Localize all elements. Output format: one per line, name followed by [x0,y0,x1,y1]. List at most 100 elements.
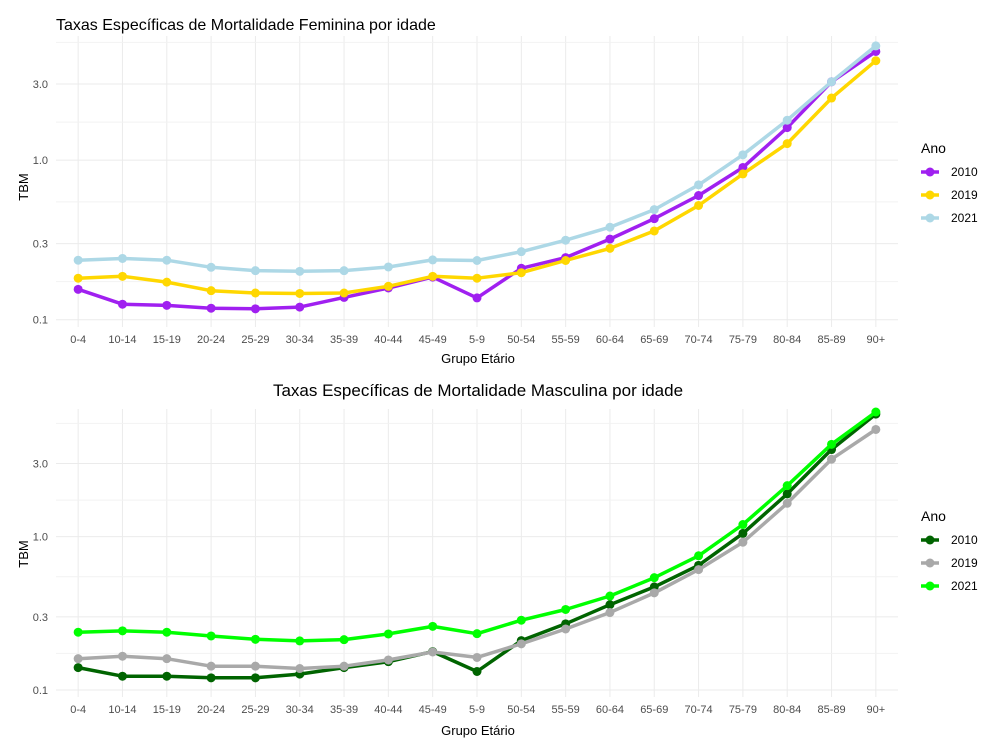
data-point [871,407,881,417]
x-tick-label: 55-59 [552,704,580,716]
legend-label: 2019 [951,188,978,202]
legend: Ano 2010 2019 2021 [921,508,978,593]
y-tick-label: 1.0 [33,155,48,167]
data-point [605,591,615,601]
legend-label: 2021 [951,579,978,593]
x-tick-label: 0-4 [70,334,86,346]
series-2021 [73,407,881,646]
series-lines [73,407,881,683]
legend-key-point [925,167,935,177]
data-point [694,551,704,561]
series-2019 [73,424,881,674]
data-point [206,673,216,683]
y-tick-labels: 0.1 0.3 1.0 3.0 [33,79,48,327]
legend: Ano 2010 2019 2021 [921,140,978,225]
data-point [738,169,748,179]
data-point [383,655,393,665]
data-point [605,243,615,253]
x-tick-label: 20-24 [197,334,225,346]
series-lines [73,41,881,314]
data-point [871,424,881,434]
x-tick-label: 40-44 [374,334,402,346]
data-point [694,565,704,575]
x-tick-label: 20-24 [197,704,225,716]
data-point [206,631,216,641]
data-point [295,266,305,276]
data-point [162,627,172,637]
data-point [383,281,393,291]
data-point [472,629,482,639]
data-point [428,271,438,281]
x-tick-labels: 0-4 10-14 15-19 20-24 25-29 30-34 35-39 40-44 45… [70,334,885,346]
legend-items: 2010 2019 2021 [921,165,978,225]
x-tick-label: 30-34 [286,334,314,346]
chart-title: Taxas Específicas de Mortalidade Feminin… [56,17,436,34]
x-tick-label: 40-44 [374,704,402,716]
data-point [295,636,305,646]
y-axis-label: TBM [16,540,31,567]
legend-title: Ano [921,508,946,524]
legend-key-point [925,558,935,568]
legend-label: 2010 [951,533,978,547]
data-point [782,139,792,149]
data-point [827,439,837,449]
data-point [73,663,83,673]
data-point [339,266,349,276]
data-point [782,498,792,508]
legend-item-2021: 2021 [921,579,978,593]
data-point [738,528,748,538]
data-point [250,266,260,276]
data-point [162,671,172,681]
x-tick-label: 10-14 [108,704,136,716]
data-point [649,205,659,215]
data-point [250,634,260,644]
y-tick-label: 0.1 [33,685,48,697]
data-point [472,293,482,303]
data-point [827,454,837,464]
y-tick-label: 0.3 [33,239,48,251]
x-tick-label: 90+ [867,704,886,716]
chart-title: Taxas Específicas de Mortalidade Masculi… [273,381,683,400]
x-tick-label: 5-9 [469,334,485,346]
male-mortality-chart: 0.1 0.3 1.0 3.0 0-4 10-14 15-19 20-24 25-29 30-3… [16,381,978,738]
data-point [117,626,127,636]
x-tick-label: 70-74 [685,334,713,346]
x-tick-label: 75-79 [729,704,757,716]
data-point [339,661,349,671]
data-point [561,624,571,634]
data-point [73,627,83,637]
legend-key-point [925,535,935,545]
data-point [871,56,881,66]
data-point [162,654,172,664]
legend-key-point [925,190,935,200]
data-point [472,273,482,283]
data-point [73,273,83,283]
data-point [339,635,349,645]
data-point [206,286,216,296]
data-point [871,41,881,51]
legend-label: 2019 [951,556,978,570]
data-point [428,255,438,265]
data-point [117,651,127,661]
y-tick-label: 0.1 [33,315,48,327]
legend-key-point [925,213,935,223]
data-point [516,639,526,649]
x-tick-label: 5-9 [469,704,485,716]
data-point [738,520,748,530]
y-tick-label: 3.0 [33,458,48,470]
data-point [117,271,127,281]
data-point [162,277,172,287]
data-point [827,93,837,103]
data-point [561,604,571,614]
data-point [162,255,172,265]
y-axis-label: TBM [16,173,31,200]
data-point [339,288,349,298]
legend-items: 2010 2019 2021 [921,533,978,593]
legend-item-2010: 2010 [921,533,978,547]
x-tick-label: 45-49 [419,334,447,346]
data-point [206,303,216,313]
data-point [206,262,216,272]
data-point [117,253,127,263]
y-tick-label: 3.0 [33,79,48,91]
x-tick-label: 80-84 [773,334,801,346]
